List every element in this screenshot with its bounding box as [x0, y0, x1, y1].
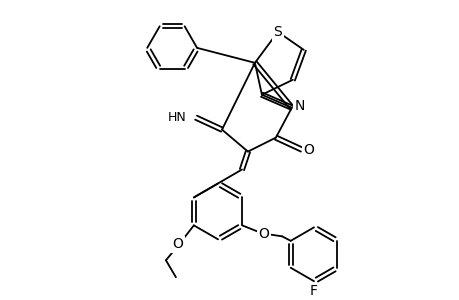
Text: HN: HN [167, 111, 186, 124]
Text: F: F [309, 284, 317, 298]
Text: O: O [172, 237, 183, 251]
Text: S: S [273, 25, 282, 39]
Text: O: O [258, 227, 269, 241]
Text: N: N [294, 99, 304, 113]
Text: O: O [302, 142, 313, 157]
